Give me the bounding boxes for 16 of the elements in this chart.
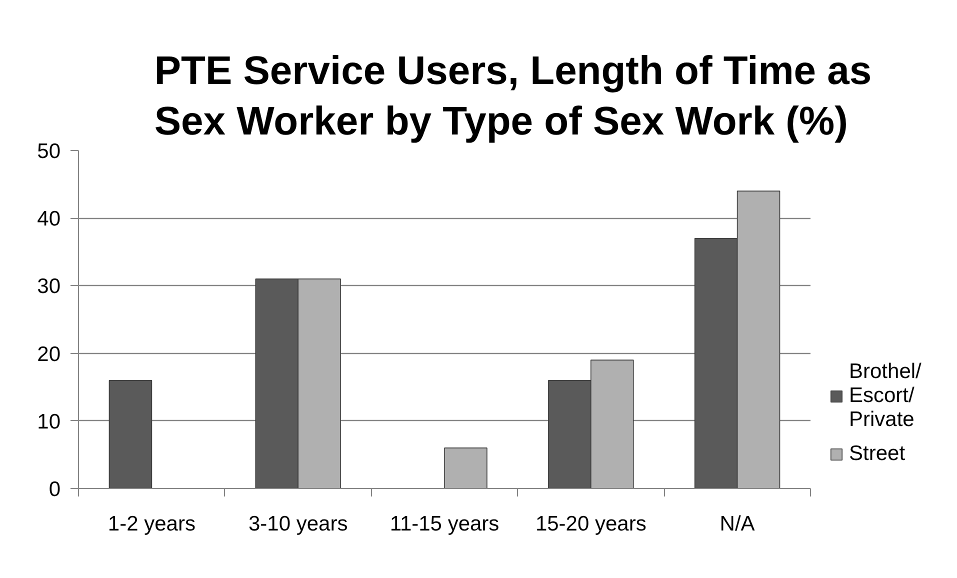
x-tick-label: N/A	[720, 512, 755, 536]
y-tick-label: 10	[37, 410, 60, 434]
y-tick-label: 20	[37, 342, 60, 366]
y-tick-label: 50	[37, 140, 60, 163]
legend-label: Brothel/Escort/Private	[849, 360, 922, 432]
x-tick-label: 1-2 years	[108, 512, 196, 536]
bar	[444, 448, 488, 488]
x-tick-label: 3-10 years	[248, 512, 348, 536]
y-tick-label: 40	[37, 208, 60, 231]
legend-label: Street	[849, 442, 906, 466]
chart-title: PTE Service Users, Length of Time as Sex Worker by Type of Sex Work (%)	[154, 48, 872, 144]
x-tick-label: 15-20 years	[535, 512, 646, 536]
x-tick-label: 11-15 years	[390, 512, 500, 536]
y-tick-label: 30	[37, 275, 60, 298]
y-tick-label: 0	[48, 478, 61, 501]
bar	[108, 380, 152, 488]
